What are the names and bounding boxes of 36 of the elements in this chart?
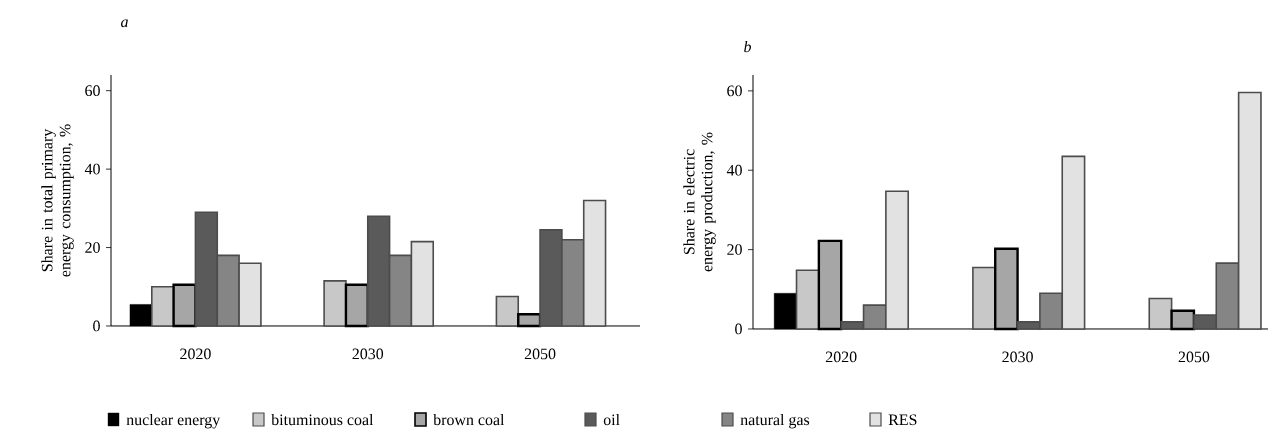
chart-title: b bbox=[744, 40, 751, 53]
bar bbox=[972, 266, 997, 330]
bar bbox=[795, 269, 820, 330]
y-tick-label: 60 bbox=[85, 85, 100, 97]
bar bbox=[344, 283, 369, 328]
y-axis-title: Share in total primary energy consumption, % bbox=[41, 124, 74, 277]
legend-label: natural gas bbox=[740, 413, 810, 429]
chart-title: a bbox=[120, 19, 128, 28]
y-tick-label: 60 bbox=[727, 85, 742, 97]
x-tick-label: 2030 bbox=[352, 348, 384, 360]
legend-label: brown coal bbox=[433, 413, 505, 426]
bar bbox=[323, 280, 347, 327]
bar bbox=[150, 285, 175, 327]
y-tick-label: 40 bbox=[726, 164, 742, 176]
y-tick-label: 0 bbox=[735, 323, 742, 335]
y-tick-label: 40 bbox=[84, 163, 100, 175]
bar bbox=[1148, 297, 1173, 330]
bar bbox=[172, 283, 197, 328]
bar bbox=[994, 247, 1019, 331]
x-tick-label: 2020 bbox=[825, 351, 857, 363]
y-tick-label: 20 bbox=[85, 242, 100, 253]
y-tick-label: 20 bbox=[727, 244, 742, 255]
x-tick-label: 2020 bbox=[180, 348, 211, 360]
legend-label: oil bbox=[603, 413, 620, 426]
x-tick-label: 2050 bbox=[1178, 351, 1210, 363]
y-tick-label: 0 bbox=[93, 320, 100, 332]
legend-label: bituminous coal bbox=[271, 413, 374, 426]
bar bbox=[817, 239, 843, 331]
bar bbox=[1170, 309, 1196, 331]
bar bbox=[495, 295, 520, 327]
y-axis-title: Share in electric energy production, % bbox=[683, 132, 716, 272]
legend-label: RES bbox=[888, 414, 917, 426]
x-tick-label: 2030 bbox=[1002, 351, 1033, 363]
legend-label: nuclear energy bbox=[126, 413, 221, 429]
x-tick-label: 2050 bbox=[524, 348, 556, 360]
bar bbox=[517, 313, 542, 328]
